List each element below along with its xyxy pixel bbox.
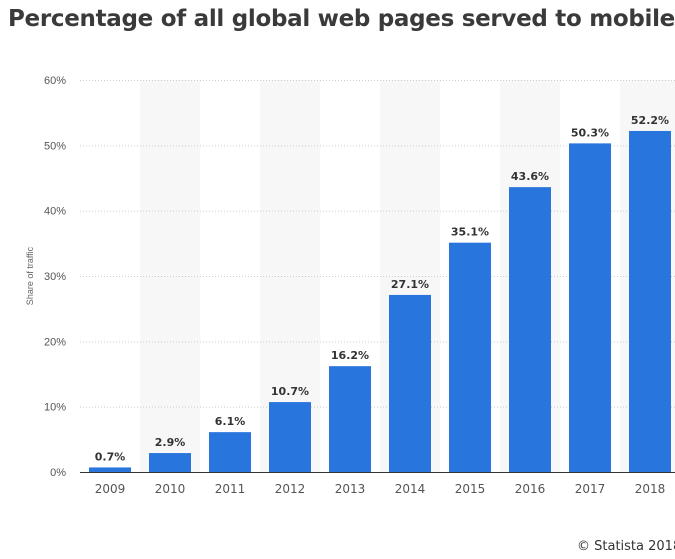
x-tick-label: 2014 (395, 482, 426, 496)
x-tick-label: 2011 (215, 482, 246, 496)
bar-2015 (449, 242, 491, 472)
x-tick-label: 2015 (455, 482, 486, 496)
bar-2010 (149, 453, 191, 472)
data-label: 2.9% (155, 436, 186, 449)
x-tick-label: 2017 (575, 482, 606, 496)
x-tick-label: 2013 (335, 482, 366, 496)
x-tick-label: 2010 (155, 482, 186, 496)
data-label: 10.7% (271, 385, 309, 398)
x-tick-label: 2009 (95, 482, 126, 496)
y-axis-label: Share of traffic (25, 246, 35, 305)
data-label: 50.3% (571, 126, 609, 139)
bar-2016 (509, 187, 551, 472)
chart-title: Percentage of all global web pages serve… (8, 6, 675, 32)
data-label: 43.6% (511, 170, 549, 183)
data-label: 35.1% (451, 226, 489, 239)
data-label: 52.2% (631, 114, 669, 127)
y-tick-label: 30% (44, 271, 66, 283)
statista-credit[interactable]: © Statista 2018 (577, 539, 675, 554)
bar-2012 (269, 402, 311, 472)
x-tick-label: 2016 (515, 482, 546, 496)
bar-2013 (329, 366, 371, 472)
y-tick-label: 50% (44, 140, 66, 152)
y-tick-label: 20% (44, 336, 66, 348)
bar-2011 (209, 432, 251, 472)
data-label: 6.1% (215, 415, 246, 428)
bar-2017 (569, 143, 611, 472)
data-label: 0.7% (95, 450, 126, 463)
x-tick-label: 2018 (635, 482, 666, 496)
y-tick-label: 60% (44, 75, 66, 87)
data-label: 16.2% (331, 349, 369, 362)
bar-2014 (389, 294, 431, 472)
y-tick-label: 0% (50, 467, 66, 479)
x-tick-label: 2012 (275, 482, 306, 496)
bar-2018 (629, 130, 671, 472)
data-label: 27.1% (391, 278, 429, 291)
y-tick-label: 40% (44, 206, 66, 218)
bar-2009 (89, 467, 131, 472)
y-tick-label: 10% (44, 402, 66, 414)
